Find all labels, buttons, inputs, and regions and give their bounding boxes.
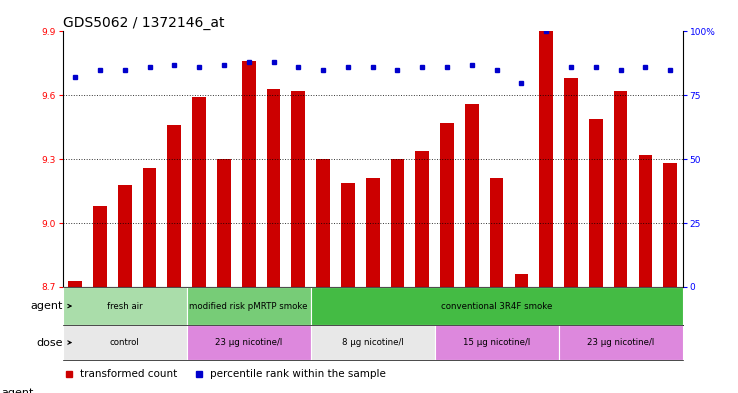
Bar — [390, 159, 404, 287]
Bar — [142, 168, 156, 287]
Bar — [242, 61, 255, 287]
Bar — [565, 78, 578, 287]
Bar — [366, 178, 379, 287]
Text: GDS5062 / 1372146_at: GDS5062 / 1372146_at — [63, 17, 224, 30]
Text: 15 μg nicotine/l: 15 μg nicotine/l — [463, 338, 531, 347]
Bar — [490, 178, 503, 287]
Bar — [311, 325, 435, 360]
Bar — [69, 281, 82, 287]
Text: conventional 3R4F smoke: conventional 3R4F smoke — [441, 301, 552, 310]
Bar — [539, 21, 553, 287]
Bar — [217, 159, 231, 287]
Bar — [193, 97, 206, 287]
Bar — [168, 125, 181, 287]
Bar — [465, 104, 479, 287]
Text: agent: agent — [1, 388, 34, 393]
Text: control: control — [110, 338, 139, 347]
Text: percentile rank within the sample: percentile rank within the sample — [210, 369, 386, 380]
Bar — [514, 274, 528, 287]
Bar — [311, 287, 683, 325]
Bar — [663, 163, 677, 287]
Bar — [63, 287, 187, 325]
Bar — [638, 155, 652, 287]
Bar — [187, 325, 311, 360]
Text: 23 μg nicotine/l: 23 μg nicotine/l — [587, 338, 655, 347]
Text: modified risk pMRTP smoke: modified risk pMRTP smoke — [190, 301, 308, 310]
Bar — [559, 325, 683, 360]
Bar — [292, 91, 305, 287]
Bar — [266, 89, 280, 287]
Text: agent: agent — [30, 301, 63, 311]
Bar — [118, 185, 131, 287]
Text: transformed count: transformed count — [80, 369, 177, 380]
Bar — [93, 206, 107, 287]
Bar — [341, 183, 355, 287]
Bar — [435, 325, 559, 360]
Bar — [415, 151, 429, 287]
Bar — [441, 123, 454, 287]
Text: fresh air: fresh air — [107, 301, 142, 310]
Bar — [614, 91, 627, 287]
Text: 8 μg nicotine/l: 8 μg nicotine/l — [342, 338, 404, 347]
Bar — [317, 159, 330, 287]
Bar — [63, 325, 187, 360]
Text: dose: dose — [36, 338, 63, 347]
Bar — [589, 119, 603, 287]
Text: 23 μg nicotine/l: 23 μg nicotine/l — [215, 338, 283, 347]
Bar — [187, 287, 311, 325]
